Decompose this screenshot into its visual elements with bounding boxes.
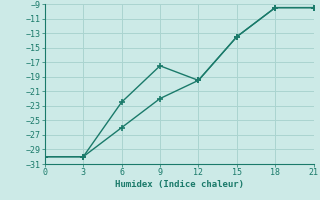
X-axis label: Humidex (Indice chaleur): Humidex (Indice chaleur) — [115, 180, 244, 189]
